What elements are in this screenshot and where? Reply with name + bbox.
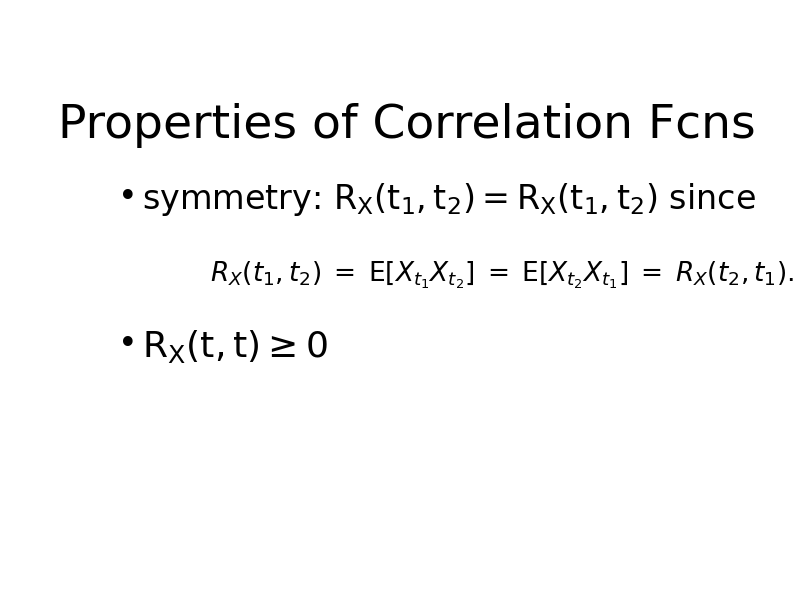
Text: Properties of Correlation Fcns: Properties of Correlation Fcns <box>58 104 756 149</box>
Text: symmetry: $\mathregular{R_X(t_1,t_2)=R_X(t_1,t_2)}$ since: symmetry: $\mathregular{R_X(t_1,t_2)=R_X… <box>142 181 756 218</box>
Text: •: • <box>118 328 137 361</box>
Text: $R_X(t_1,t_2) \;=\; \mathrm{E}[X_{t_1}X_{t_2}] \;=\; \mathrm{E}[X_{t_2}X_{t_1}] : $R_X(t_1,t_2) \;=\; \mathrm{E}[X_{t_1}X_… <box>210 259 794 291</box>
Text: $\mathregular{R_X(t,t) \geq 0}$: $\mathregular{R_X(t,t) \geq 0}$ <box>142 328 328 365</box>
Text: •: • <box>118 181 137 214</box>
